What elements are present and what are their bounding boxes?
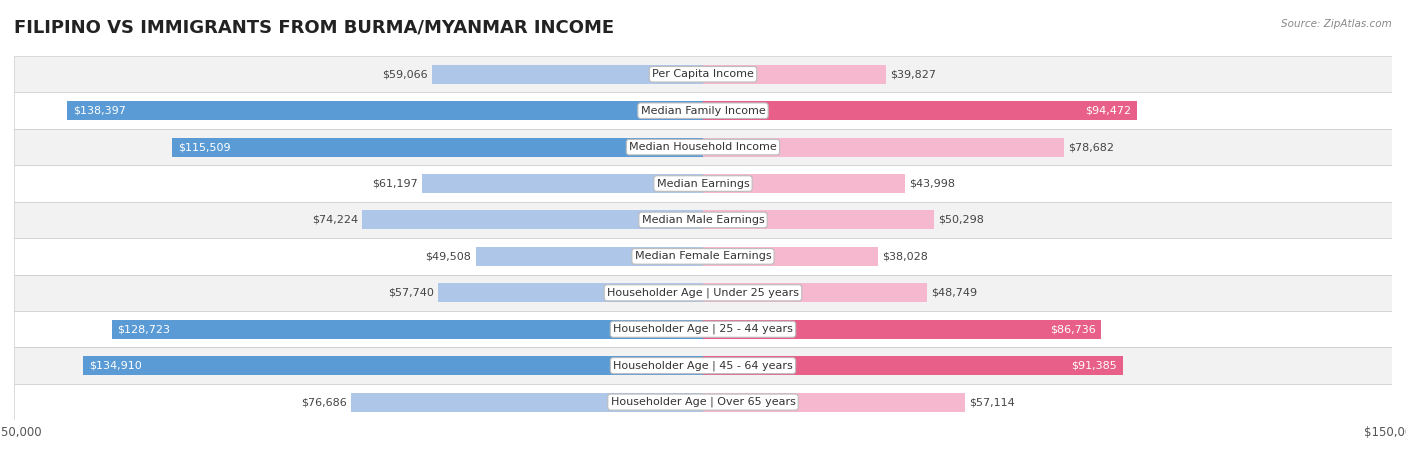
Text: $78,682: $78,682	[1069, 142, 1115, 152]
Bar	[67, 101, 703, 120]
Text: $86,736: $86,736	[1050, 324, 1095, 334]
Text: FILIPINO VS IMMIGRANTS FROM BURMA/MYANMAR INCOME: FILIPINO VS IMMIGRANTS FROM BURMA/MYANMA…	[14, 19, 614, 37]
Bar	[703, 65, 886, 84]
Bar	[14, 347, 1392, 384]
Text: $76,686: $76,686	[301, 397, 347, 407]
Text: Per Capita Income: Per Capita Income	[652, 69, 754, 79]
Text: $94,472: $94,472	[1085, 106, 1132, 116]
Bar	[703, 247, 877, 266]
Text: $138,397: $138,397	[73, 106, 125, 116]
Bar	[703, 283, 927, 302]
Text: Householder Age | Under 25 years: Householder Age | Under 25 years	[607, 288, 799, 298]
Bar	[475, 247, 703, 266]
Bar	[703, 138, 1064, 156]
Text: $50,298: $50,298	[938, 215, 984, 225]
Text: Householder Age | Over 65 years: Householder Age | Over 65 years	[610, 397, 796, 407]
Bar	[14, 202, 1392, 238]
Text: $48,749: $48,749	[931, 288, 977, 298]
Text: Source: ZipAtlas.com: Source: ZipAtlas.com	[1281, 19, 1392, 28]
Text: $128,723: $128,723	[117, 324, 170, 334]
Text: $57,740: $57,740	[388, 288, 433, 298]
Bar	[703, 320, 1101, 339]
Bar	[14, 238, 1392, 275]
Text: $134,910: $134,910	[89, 361, 142, 371]
Bar	[703, 174, 905, 193]
Text: $38,028: $38,028	[882, 251, 928, 262]
Bar	[437, 283, 703, 302]
Bar	[14, 311, 1392, 347]
Bar	[703, 356, 1123, 375]
Bar	[703, 101, 1137, 120]
Bar	[350, 393, 703, 411]
Bar	[422, 174, 703, 193]
Text: $59,066: $59,066	[382, 69, 427, 79]
Text: Median Male Earnings: Median Male Earnings	[641, 215, 765, 225]
Bar	[432, 65, 703, 84]
Bar	[14, 92, 1392, 129]
Bar	[83, 356, 703, 375]
Text: $91,385: $91,385	[1071, 361, 1118, 371]
Bar	[14, 56, 1392, 92]
Bar	[703, 393, 966, 411]
Bar	[363, 211, 703, 229]
Text: Median Earnings: Median Earnings	[657, 178, 749, 189]
Bar	[14, 165, 1392, 202]
Text: $39,827: $39,827	[890, 69, 936, 79]
Text: Median Female Earnings: Median Female Earnings	[634, 251, 772, 262]
Bar	[14, 384, 1392, 420]
Text: $74,224: $74,224	[312, 215, 359, 225]
Bar	[14, 275, 1392, 311]
Bar	[14, 129, 1392, 165]
Text: Median Family Income: Median Family Income	[641, 106, 765, 116]
Text: Median Household Income: Median Household Income	[628, 142, 778, 152]
Text: $43,998: $43,998	[910, 178, 955, 189]
Bar	[173, 138, 703, 156]
Text: Householder Age | 25 - 44 years: Householder Age | 25 - 44 years	[613, 324, 793, 334]
Text: $49,508: $49,508	[426, 251, 471, 262]
Text: $115,509: $115,509	[179, 142, 231, 152]
Text: $57,114: $57,114	[970, 397, 1015, 407]
Bar	[112, 320, 703, 339]
Bar	[703, 211, 934, 229]
Text: Householder Age | 45 - 64 years: Householder Age | 45 - 64 years	[613, 361, 793, 371]
Text: $61,197: $61,197	[373, 178, 418, 189]
